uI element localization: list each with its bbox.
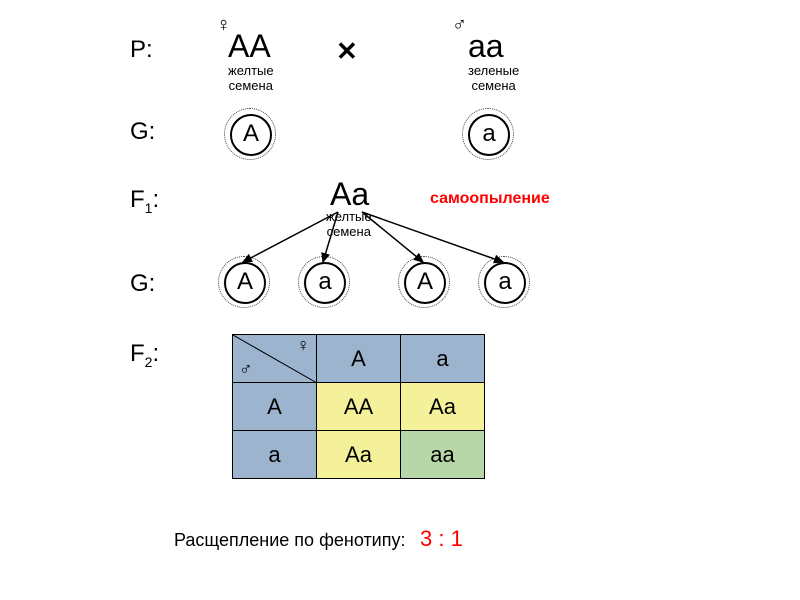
f1-gamete: A xyxy=(224,262,266,304)
gamete-father: a xyxy=(468,114,510,156)
label-G1: G: xyxy=(130,118,155,146)
f1-gamete: a xyxy=(304,262,346,304)
parent-father-geno: aa xyxy=(468,28,504,65)
ratio-value: 3 : 1 xyxy=(420,526,463,552)
f1-gamete: a xyxy=(484,262,526,304)
punnett-cell: aa xyxy=(401,431,485,479)
punnett-cell: AA xyxy=(317,383,401,431)
punnett-header-corner: ♂ ♀ xyxy=(233,335,317,383)
label-P: P: xyxy=(130,36,153,64)
gamete-mother: A xyxy=(230,114,272,156)
arrows xyxy=(0,0,800,600)
punnett-cell: Aa xyxy=(317,431,401,479)
label-F1: F1: xyxy=(130,186,159,216)
punnett-row-header: A xyxy=(233,383,317,431)
parent-father-pheno: зеленые семена xyxy=(468,64,519,94)
f1-gamete: A xyxy=(404,262,446,304)
punnett-male-symbol: ♂ xyxy=(239,359,253,380)
cross-symbol: ✕ xyxy=(336,36,358,67)
punnett-cell: Aa xyxy=(401,383,485,431)
punnett-col-header: a xyxy=(401,335,485,383)
f1-geno: Aa xyxy=(330,176,369,213)
male-symbol: ♂ xyxy=(452,14,467,37)
punnett-row-header: a xyxy=(233,431,317,479)
parent-mother-pheno: желтые семена xyxy=(228,64,274,94)
f1-pheno: желтые семена xyxy=(326,210,372,240)
label-F2: F2: xyxy=(130,340,159,370)
ratio-label: Расщепление по фенотипу: xyxy=(174,530,406,551)
parent-mother-geno: AA xyxy=(228,28,271,65)
punnett-col-header: A xyxy=(317,335,401,383)
punnett-square: ♂ ♀ A a A AA Aa a Aa aa xyxy=(232,334,485,479)
punnett-female-symbol: ♀ xyxy=(297,335,311,356)
label-G2: G: xyxy=(130,270,155,298)
self-pollination-label: самоопыление xyxy=(430,190,550,208)
